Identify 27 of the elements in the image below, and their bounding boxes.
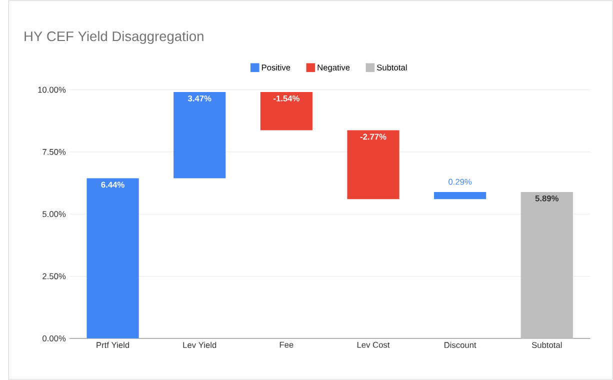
chart-title: HY CEF Yield Disaggregation	[24, 31, 204, 44]
data-label: -1.54%	[274, 96, 300, 102]
legend-label: Positive	[262, 64, 290, 71]
x-tick-label: Lev Yield	[183, 342, 216, 348]
x-tick-label: Lev Cost	[357, 342, 390, 348]
bar	[434, 192, 486, 200]
bar	[347, 130, 400, 200]
data-label: 3.47%	[188, 96, 212, 102]
data-label: 0.29%	[448, 178, 472, 185]
x-tick-label: Fee	[280, 342, 294, 348]
bar	[174, 92, 226, 178]
x-tick-label: Prtf Yield	[96, 342, 130, 348]
data-label: -2.77%	[360, 134, 386, 140]
bar	[86, 178, 139, 338]
y-tick-label: 2.50%	[42, 273, 66, 280]
y-tick-label: 10.00%	[38, 86, 66, 93]
legend-label: Subtotal	[376, 64, 407, 71]
legend-label: Negative	[318, 64, 350, 72]
data-label: 6.44%	[101, 182, 124, 188]
y-tick-label: 5.00%	[42, 211, 66, 218]
data-label: 5.89%	[535, 196, 559, 202]
x-tick-label: Discount	[444, 342, 476, 348]
x-tick-label: Subtotal	[532, 342, 562, 348]
bar	[520, 192, 573, 338]
y-tick-label: 0.00%	[42, 336, 66, 342]
bar	[260, 92, 312, 130]
y-tick-label: 7.50%	[42, 149, 66, 155]
